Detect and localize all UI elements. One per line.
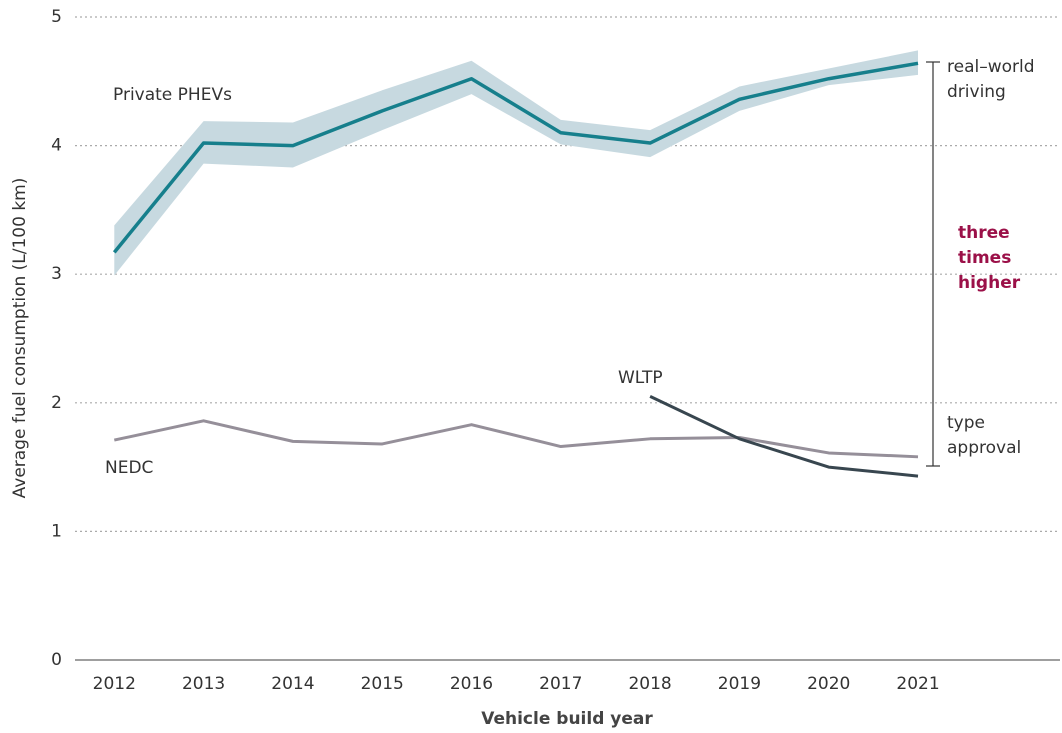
x-axis-label: Vehicle build year (481, 709, 653, 729)
y-axis-label: Average fuel consumption (L/100 km) (10, 178, 30, 499)
series-label: WLTP (618, 368, 663, 388)
annotation: approval (947, 438, 1021, 458)
y-tick-label: 0 (51, 650, 62, 670)
x-tick-label: 2019 (718, 674, 761, 694)
series-label: Private PHEVs (113, 85, 232, 105)
series-line (112, 61, 919, 254)
y-tick-label: 4 (51, 136, 62, 156)
x-tick-label: 2021 (896, 674, 939, 694)
x-tick-label: 2016 (450, 674, 493, 694)
annotation: real–world (947, 57, 1035, 77)
annotation: higher (958, 273, 1021, 293)
series-line (649, 395, 919, 478)
annotation: driving (947, 82, 1006, 102)
bracket (926, 61, 940, 467)
y-tick-label: 1 (51, 521, 62, 541)
annotation: type (947, 413, 985, 433)
annotation: times (958, 248, 1011, 268)
confidence-band (114, 50, 919, 276)
annotation: three (958, 223, 1010, 243)
series-line (113, 419, 919, 459)
x-tick-label: 2014 (271, 674, 314, 694)
y-tick-label: 5 (51, 7, 62, 27)
x-tick-label: 2017 (539, 674, 582, 694)
x-tick-label: 2012 (93, 674, 136, 694)
x-tick-label: 2020 (807, 674, 850, 694)
x-tick-label: 2013 (182, 674, 225, 694)
x-tick-label: 2018 (628, 674, 671, 694)
series-label: NEDC (105, 458, 153, 478)
y-tick-label: 2 (51, 393, 62, 413)
x-tick-label: 2015 (361, 674, 404, 694)
y-tick-label: 3 (51, 264, 62, 284)
